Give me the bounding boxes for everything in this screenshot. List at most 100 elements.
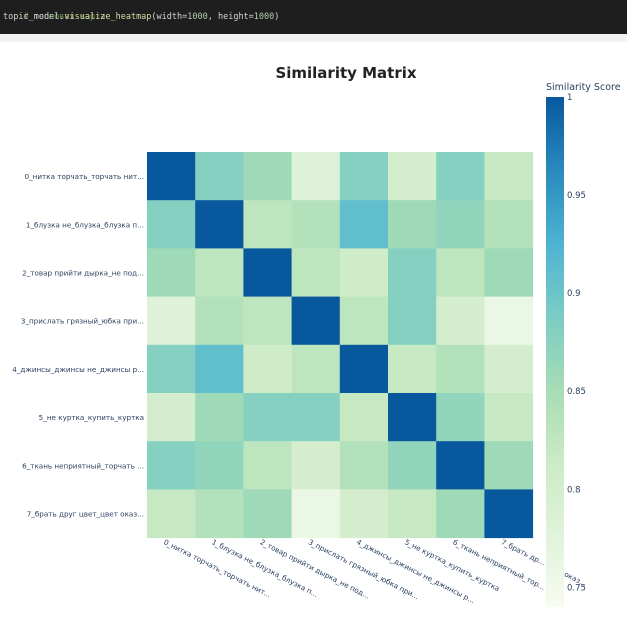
- heatmap-cell-5-2[interactable]: [243, 393, 293, 442]
- colorbar-tick-label: 0.85: [567, 387, 586, 397]
- heatmap-cell-6-1[interactable]: [195, 441, 244, 490]
- heatmap-cell-1-2[interactable]: [243, 200, 293, 249]
- heatmap-cell-6-0[interactable]: [147, 441, 196, 490]
- heatmap-cell-3-6[interactable]: [436, 296, 485, 346]
- heatmap-cell-7-5[interactable]: [388, 489, 437, 539]
- heatmap-cell-4-6[interactable]: [436, 344, 485, 394]
- code-args-sep: , height=: [207, 12, 254, 22]
- heatmap-cell-3-4[interactable]: [339, 296, 389, 346]
- x-tick-label: 7_брать др... цвет оказ...: [500, 537, 589, 588]
- heatmap-cell-4-1[interactable]: [195, 344, 244, 394]
- heatmap-cell-5-3[interactable]: [291, 393, 341, 442]
- heatmap-cell-4-7[interactable]: [484, 344, 534, 394]
- heatmap-cell-4-5[interactable]: [388, 344, 437, 394]
- heatmap-cell-2-7[interactable]: [484, 248, 534, 298]
- code-height-value: 1000: [253, 12, 275, 22]
- heatmap-cell-0-2[interactable]: [243, 152, 293, 201]
- cell-separator: [0, 34, 627, 42]
- heatmap-cell-2-2[interactable]: [243, 248, 293, 298]
- heatmap-cell-5-1[interactable]: [195, 393, 244, 442]
- heatmap-cell-6-4[interactable]: [339, 441, 389, 490]
- heatmap-cell-1-5[interactable]: [388, 200, 437, 249]
- heatmap-cell-7-1[interactable]: [195, 489, 244, 539]
- heatmap-cell-6-2[interactable]: [243, 441, 293, 490]
- heatmap-cells: [147, 152, 534, 539]
- heatmap-cell-7-0[interactable]: [147, 489, 196, 539]
- similarity-heatmap-chart[interactable]: Similarity Matrix 0_нитка торчать_торчат…: [0, 42, 627, 619]
- colorbar-tick-label: 0.8: [567, 485, 581, 495]
- heatmap-cell-4-3[interactable]: [291, 344, 341, 394]
- heatmap-cell-1-7[interactable]: [484, 200, 534, 249]
- y-tick-label: 3_прислать грязный_юбка при...: [21, 317, 144, 326]
- heatmap-cell-1-0[interactable]: [147, 200, 196, 249]
- heatmap-cell-7-4[interactable]: [339, 489, 389, 539]
- chart-title: Similarity Matrix: [275, 64, 416, 82]
- heatmap-cell-7-3[interactable]: [291, 489, 341, 539]
- heatmap-cell-3-7[interactable]: [484, 296, 534, 346]
- colorbar-ticks: 1 0.95 0.9 0.85 0.8 0.75: [567, 93, 586, 593]
- heatmap-cell-7-6[interactable]: [436, 489, 485, 539]
- heatmap-cell-2-5[interactable]: [388, 248, 437, 298]
- heatmap-cell-1-3[interactable]: [291, 200, 341, 249]
- heatmap-cell-3-1[interactable]: [195, 296, 244, 346]
- heatmap-cell-5-7[interactable]: [484, 393, 534, 442]
- heatmap-cell-0-3[interactable]: [291, 152, 341, 201]
- heatmap-cell-2-0[interactable]: [147, 248, 196, 298]
- code-object: topic_model.: [3, 12, 65, 22]
- heatmap-cell-1-4[interactable]: [339, 200, 389, 249]
- code-args-open: (width=: [151, 12, 188, 22]
- heatmap-cell-2-1[interactable]: [195, 248, 244, 298]
- heatmap-figure: Similarity Matrix 0_нитка торчать_торчат…: [0, 42, 627, 619]
- heatmap-cell-6-3[interactable]: [291, 441, 341, 490]
- y-tick-label: 6_ткань неприятный_торчать ...: [22, 461, 144, 470]
- y-axis-labels: 0_нитка торчать_торчать нит... 1_блузка н…: [12, 172, 144, 518]
- heatmap-cell-5-4[interactable]: [339, 393, 389, 442]
- heatmap-cell-2-3[interactable]: [291, 248, 341, 298]
- colorbar-tick-label: 0.95: [567, 191, 586, 201]
- heatmap-cell-6-5[interactable]: [388, 441, 437, 490]
- heatmap-cell-1-6[interactable]: [436, 200, 485, 249]
- heatmap-cell-4-4[interactable]: [339, 344, 389, 394]
- colorbar-title: Similarity Score: [546, 82, 621, 93]
- heatmap-cell-0-0[interactable]: [147, 152, 196, 201]
- code-comment: # тепловая карта: [23, 12, 106, 22]
- code-cell[interactable]: # тепловая карта topic_model.visualize_h…: [0, 0, 627, 34]
- heatmap-cell-1-1[interactable]: [195, 200, 244, 249]
- heatmap-cell-7-7[interactable]: [484, 489, 534, 539]
- heatmap-cell-7-2[interactable]: [243, 489, 293, 539]
- heatmap-cell-3-0[interactable]: [147, 296, 196, 346]
- code-args-close: ): [274, 12, 280, 22]
- heatmap-cell-3-5[interactable]: [388, 296, 437, 346]
- heatmap-cell-4-0[interactable]: [147, 344, 196, 394]
- heatmap-cell-3-2[interactable]: [243, 296, 293, 346]
- y-tick-label: 0_нитка торчать_торчать нит...: [25, 172, 145, 181]
- heatmap-cell-0-5[interactable]: [388, 152, 437, 201]
- heatmap-cell-3-3[interactable]: [291, 296, 341, 346]
- heatmap-cell-0-6[interactable]: [436, 152, 485, 201]
- heatmap-cell-0-1[interactable]: [195, 152, 244, 201]
- heatmap-cell-4-2[interactable]: [243, 344, 293, 394]
- y-tick-label: 2_товар прийти дырка_не под...: [22, 269, 144, 278]
- heatmap-cell-2-4[interactable]: [339, 248, 389, 298]
- code-statement-line: topic_model.visualize_heatmap(width=1000…: [3, 12, 279, 23]
- y-tick-label: 5_не куртка_купить_куртка: [39, 413, 144, 422]
- heatmap-cell-5-5[interactable]: [388, 393, 437, 442]
- heatmap-cell-5-0[interactable]: [147, 393, 196, 442]
- y-tick-label: 7_брать друг цвет_цвет оказ...: [27, 510, 144, 519]
- x-axis-labels: 0_нитка торчать_торчать нит...1_блузка н…: [162, 537, 588, 605]
- colorbar: [546, 97, 564, 607]
- heatmap-cell-0-4[interactable]: [339, 152, 389, 201]
- colorbar-tick-label: 0.75: [567, 583, 586, 593]
- code-width-value: 1000: [187, 12, 208, 22]
- heatmap-cell-5-6[interactable]: [436, 393, 485, 442]
- heatmap-cell-0-7[interactable]: [484, 152, 534, 201]
- heatmap-cell-6-6[interactable]: [436, 441, 485, 490]
- colorbar-tick-label: 1: [567, 93, 572, 103]
- colorbar-tick-label: 0.9: [567, 289, 581, 299]
- y-tick-label: 1_блузка не_блузка_блузка п...: [26, 220, 144, 229]
- code-function: visualize_heatmap: [64, 12, 152, 22]
- heatmap-cell-6-7[interactable]: [484, 441, 534, 490]
- code-comment-line: # тепловая карта: [3, 1, 105, 34]
- heatmap-cell-2-6[interactable]: [436, 248, 485, 298]
- y-tick-label: 4_джинсы_джинсы не_джинсы р...: [12, 365, 144, 374]
